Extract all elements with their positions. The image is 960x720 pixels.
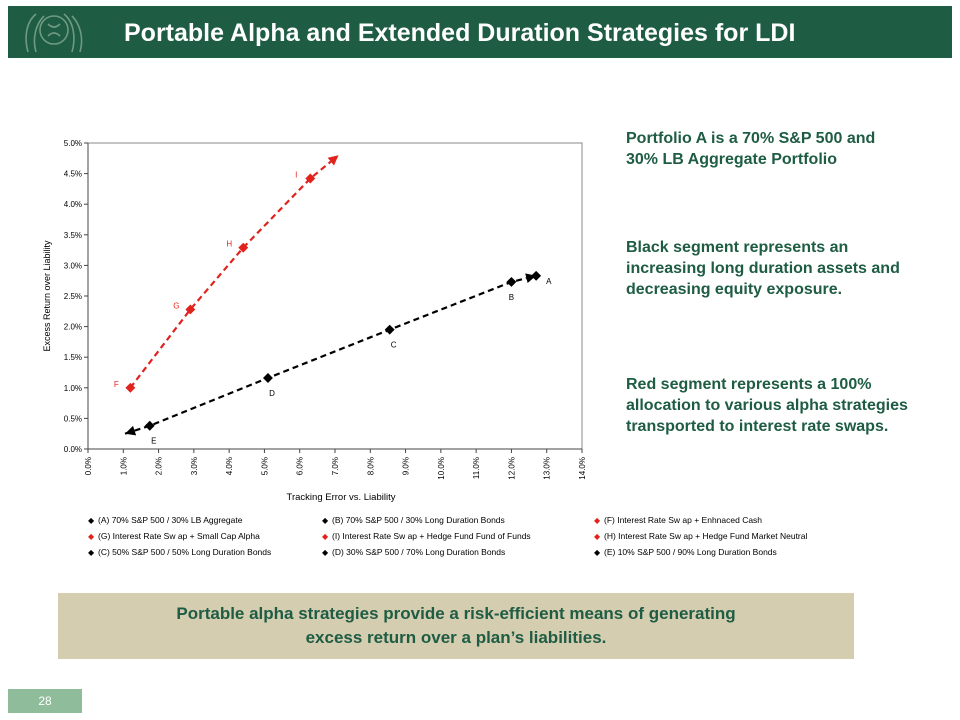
legend-item: ◆ (E) 10% S&P 500 / 90% Long Duration Bon… [594, 547, 777, 557]
y-tick-label: 1.5% [64, 353, 82, 362]
legend-diamond-icon: ◆ [322, 532, 329, 541]
data-label-a: A [546, 277, 552, 286]
x-tick-label: 6.0% [296, 457, 305, 475]
x-axis-label: Tracking Error vs. Liability [287, 492, 396, 503]
note-black-segment: Black segment represents an increasing l… [626, 239, 900, 298]
y-tick-label: 4.0% [64, 200, 82, 209]
red-series-arrowhead [327, 155, 339, 166]
logo-emblem-icon [25, 13, 83, 53]
x-tick-label: 14.0% [578, 457, 587, 480]
plot-area [87, 142, 583, 450]
legend-label: (B) 70% S&P 500 / 30% Long Duration Bond… [332, 515, 505, 525]
data-point-a [531, 270, 542, 281]
data-label-c: C [391, 341, 397, 350]
legend-item: ◆ (I) Interest Rate Sw ap + Hedge Fund Fu… [322, 531, 531, 541]
y-tick-label: 3.5% [64, 231, 82, 240]
chart-ticks: 0.0% 1.0% 2.0% 3.0% 4.0% 5.0% 6.0% 7.0% 8.0% 9.0%… [64, 139, 587, 480]
x-tick-label: 2.0% [155, 457, 164, 475]
y-tick-label: 5.0% [64, 139, 82, 148]
legend-item: ◆ (H) Interest Rate Sw ap + Hedge Fund Ma… [594, 531, 807, 541]
legend-diamond-icon: ◆ [88, 516, 95, 525]
takeaway-line-2: excess return over a plan’s liabilities. [305, 628, 607, 647]
y-tick-label: 2.0% [64, 323, 82, 332]
legend-item: ◆ (A) 70% S&P 500 / 30% LB Aggregate [88, 515, 242, 525]
x-tick-label: 12.0% [507, 457, 516, 480]
data-point-b [506, 276, 517, 287]
legend-item: ◆ (B) 70% S&P 500 / 30% Long Duration Bon… [322, 515, 505, 525]
legend-item: ◆ (D) 30% S&P 500 / 70% Long Duration Bon… [322, 547, 505, 557]
data-point-h [238, 242, 249, 253]
legend-diamond-icon: ◆ [594, 516, 601, 525]
note-red-segment: Red segment represents a 100% allocation… [626, 376, 908, 435]
y-tick-label: 2.5% [64, 292, 82, 301]
x-tick-label: 3.0% [190, 457, 199, 475]
takeaway-box: Portable alpha strategies provide a risk… [58, 593, 854, 659]
data-point-d [263, 373, 273, 383]
data-label-h: H [226, 240, 232, 249]
legend-label: (G) Interest Rate Sw ap + Small Cap Alph… [98, 531, 260, 541]
x-tick-label: 0.0% [84, 457, 93, 475]
data-point-f [125, 382, 136, 393]
chart-series: E D C B A F G H I [114, 155, 552, 446]
x-tick-label: 5.0% [260, 457, 269, 475]
x-tick-label: 9.0% [402, 457, 411, 475]
y-tick-label: 0.0% [64, 445, 82, 454]
legend-label: (I) Interest Rate Sw ap + Hedge Fund Fun… [332, 531, 531, 541]
legend-diamond-icon: ◆ [88, 532, 95, 541]
legend-diamond-icon: ◆ [594, 532, 601, 541]
y-tick-label: 3.0% [64, 261, 82, 270]
page-title: Portable Alpha and Extended Duration Str… [124, 19, 796, 47]
legend-diamond-icon: ◆ [322, 548, 329, 557]
data-label-d: D [269, 389, 275, 398]
x-tick-label: 10.0% [437, 457, 446, 480]
legend-item: ◆ (F) Interest Rate Sw ap + Enhnaced Cash [594, 515, 762, 525]
legend-item: ◆ (C) 50% S&P 500 / 50% Long Duration Bon… [88, 547, 271, 557]
legend-label: (D) 30% S&P 500 / 70% Long Duration Bond… [332, 547, 506, 557]
page-number: 28 [8, 689, 82, 713]
x-tick-label: 4.0% [225, 457, 234, 475]
data-point-i [305, 173, 316, 184]
legend-label: (H) Interest Rate Sw ap + Hedge Fund Mar… [604, 531, 808, 541]
legend-label: (E) 10% S&P 500 / 90% Long Duration Bond… [604, 547, 777, 557]
x-tick-label: 7.0% [331, 457, 340, 475]
legend-label: (A) 70% S&P 500 / 30% LB Aggregate [98, 515, 243, 525]
y-tick-label: 1.0% [64, 384, 82, 393]
legend-item: ◆ (G) Interest Rate Sw ap + Small Cap Alp… [88, 531, 260, 541]
data-label-e: E [151, 437, 156, 446]
title-bar: Portable Alpha and Extended Duration Str… [8, 6, 952, 58]
legend-label: (F) Interest Rate Sw ap + Enhnaced Cash [604, 515, 763, 525]
data-label-g: G [173, 301, 179, 310]
y-tick-label: 0.5% [64, 414, 82, 423]
black-series-line [124, 277, 527, 435]
x-tick-label: 1.0% [119, 457, 128, 475]
chart-axes [87, 142, 583, 450]
black-series-start-arrowhead [125, 425, 137, 436]
legend-diamond-icon: ◆ [88, 548, 95, 557]
note-portfolio-a: Portfolio A is a 70% S&P 500 and 30% LB … [626, 130, 876, 168]
data-point-c [384, 324, 395, 335]
data-label-f: F [114, 380, 119, 389]
y-axis-label: Excess Return over Liability [42, 240, 52, 352]
legend-diamond-icon: ◆ [322, 516, 329, 525]
x-tick-label: 11.0% [472, 457, 481, 479]
legend-label: (C) 50% S&P 500 / 50% Long Duration Bond… [98, 547, 272, 557]
data-label-b: B [509, 293, 514, 302]
data-point-g [185, 304, 196, 315]
data-point-e [144, 420, 155, 431]
data-label-i: I [295, 170, 297, 179]
x-tick-label: 8.0% [366, 457, 375, 475]
x-tick-label: 13.0% [543, 457, 552, 480]
y-tick-label: 4.5% [64, 170, 82, 179]
legend-diamond-icon: ◆ [594, 548, 601, 557]
takeaway-line-1: Portable alpha strategies provide a risk… [176, 604, 736, 623]
